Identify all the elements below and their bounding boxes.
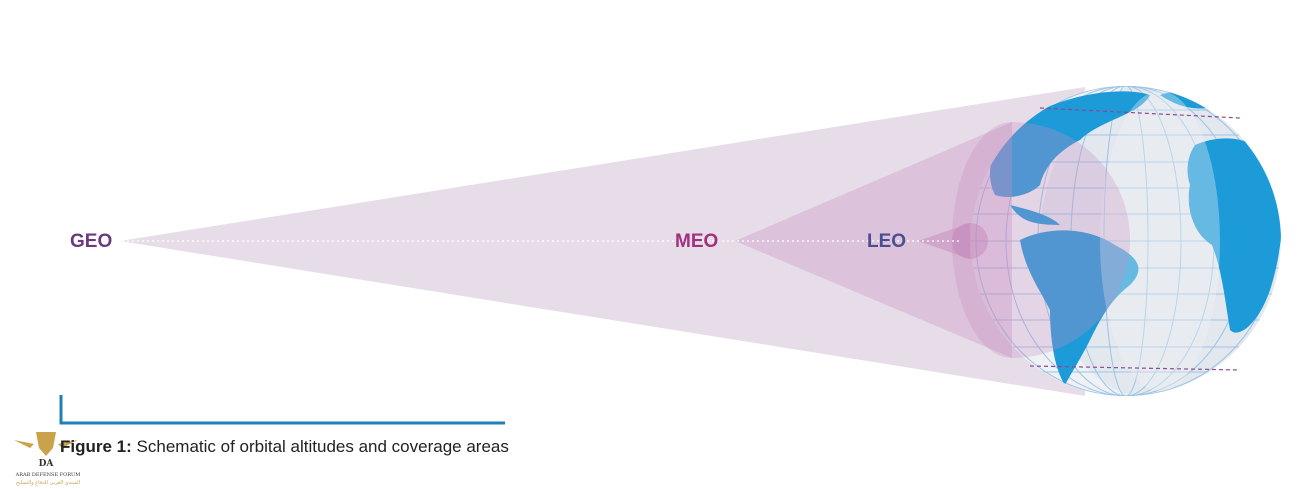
- caption: Figure 1: Schematic of orbital altitudes…: [60, 437, 509, 457]
- leo-footprint: [952, 223, 988, 259]
- leo-label: LEO: [867, 231, 906, 252]
- watermark-logo: DA: [39, 459, 55, 469]
- caption-label: Figure 1:: [60, 437, 132, 456]
- globe: [971, 86, 1281, 396]
- meo-coverage: [735, 122, 1012, 358]
- meo-footprint: [952, 122, 1130, 358]
- watermark-subtitle: المنتدى العربي للدفاع والتسليح: [16, 480, 80, 486]
- caption-rule: [59, 395, 505, 425]
- watermark: DA ARAB DEFENSE FORUM المنتدى العربي للد…: [14, 432, 80, 486]
- caption-text: Schematic of orbital altitudes and cover…: [136, 437, 509, 456]
- meo-label: MEO: [675, 231, 718, 252]
- watermark-name: ARAB DEFENSE FORUM: [15, 472, 81, 478]
- geo-label: GEO: [70, 231, 112, 252]
